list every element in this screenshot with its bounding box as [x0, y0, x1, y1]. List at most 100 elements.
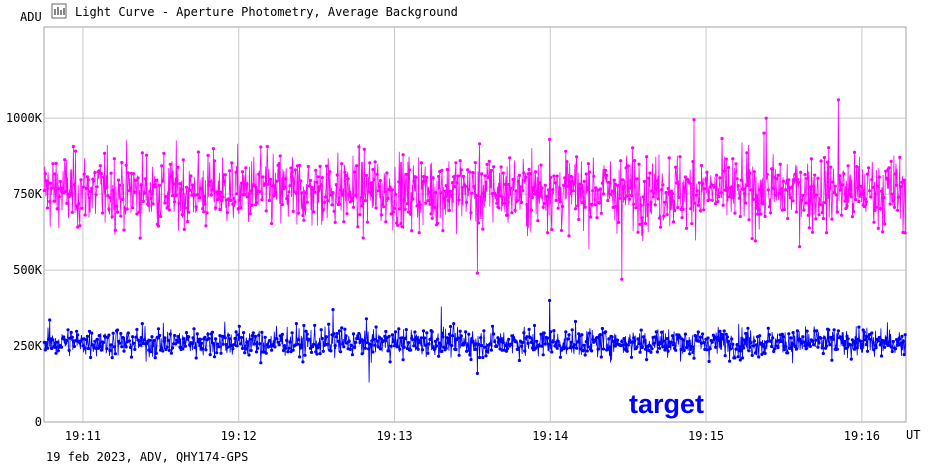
data-point: [411, 197, 415, 201]
data-point: [317, 185, 321, 189]
data-point: [576, 340, 580, 344]
data-point: [662, 214, 666, 218]
data-point: [772, 186, 776, 190]
data-point: [389, 212, 393, 216]
data-point: [523, 349, 527, 353]
data-point: [124, 345, 128, 349]
data-point: [877, 335, 881, 340]
data-point: [291, 348, 295, 352]
data-point: [759, 212, 763, 216]
data-point: [483, 174, 487, 178]
data-point: [428, 337, 432, 341]
data-point: [287, 346, 291, 350]
data-point: [274, 191, 278, 195]
data-point: [647, 176, 651, 180]
data-point: [319, 183, 323, 187]
data-point: [549, 330, 553, 334]
data-point: [189, 174, 193, 178]
data-point: [888, 202, 892, 206]
data-point: [601, 347, 606, 351]
data-point: [217, 345, 221, 349]
data-point: [540, 186, 544, 190]
data-point: [765, 172, 769, 176]
data-point: [224, 343, 228, 347]
data-point: [610, 189, 614, 193]
data-point: [856, 186, 860, 190]
data-point: [207, 183, 211, 187]
data-point: [203, 335, 207, 339]
data-point: [208, 353, 212, 357]
data-point: [180, 347, 184, 351]
data-point: [726, 166, 731, 170]
data-point: [444, 346, 448, 350]
data-point: [626, 343, 630, 347]
data-point: [559, 228, 564, 233]
data-point: [376, 345, 380, 349]
data-point: [718, 176, 722, 180]
data-point: [356, 225, 360, 229]
data-point: [105, 347, 109, 351]
data-point: [782, 207, 787, 212]
data-point: [45, 206, 50, 210]
data-point: [716, 336, 720, 340]
data-point: [497, 206, 501, 210]
data-point: [391, 210, 395, 214]
data-point: [835, 347, 839, 351]
data-point: [781, 179, 786, 184]
x-axis-label: UT: [906, 428, 920, 442]
data-point: [403, 336, 407, 340]
data-point: [132, 341, 136, 345]
data-point: [325, 335, 329, 339]
data-point: [501, 171, 505, 175]
data-point: [437, 174, 441, 179]
data-point: [284, 177, 288, 181]
data-point: [244, 347, 248, 351]
data-point: [270, 348, 274, 352]
data-point: [636, 337, 640, 341]
data-point: [190, 341, 194, 345]
data-point: [110, 356, 114, 360]
data-point: [731, 157, 735, 161]
data-point: [87, 196, 92, 200]
x-tick-label: 19:15: [688, 429, 724, 443]
data-point: [170, 346, 175, 350]
data-point: [751, 344, 755, 348]
data-point: [340, 326, 344, 330]
data-point: [398, 207, 402, 211]
data-point: [900, 180, 904, 184]
data-point: [798, 245, 802, 249]
data-point: [701, 332, 705, 336]
data-point: [714, 345, 718, 349]
data-point: [465, 200, 469, 204]
data-point: [279, 190, 283, 194]
data-point: [565, 347, 569, 351]
data-point: [647, 348, 651, 353]
data-point: [239, 335, 244, 340]
data-point: [184, 331, 189, 335]
data-point: [719, 191, 723, 195]
x-tick-labels: 19:11 19:12 19:13 19:14 19:15 19:16: [65, 429, 880, 443]
data-point: [258, 190, 262, 194]
data-point: [635, 345, 639, 349]
data-point: [562, 183, 566, 187]
data-point: [248, 212, 252, 216]
data-point: [320, 336, 324, 341]
data-point: [389, 344, 393, 348]
data-point: [362, 147, 366, 151]
data-point: [698, 209, 703, 213]
data-point: [178, 182, 182, 186]
data-point: [529, 208, 533, 212]
data-point: [261, 175, 265, 179]
data-point: [181, 158, 185, 162]
data-point: [513, 208, 517, 212]
data-point: [297, 211, 301, 215]
data-point: [208, 180, 212, 184]
data-point: [775, 177, 779, 181]
data-point: [635, 177, 639, 181]
data-point: [479, 195, 483, 199]
data-point: [726, 339, 731, 344]
data-point: [758, 334, 762, 338]
data-point: [120, 345, 124, 349]
data-point: [578, 182, 582, 186]
data-point: [581, 189, 585, 193]
